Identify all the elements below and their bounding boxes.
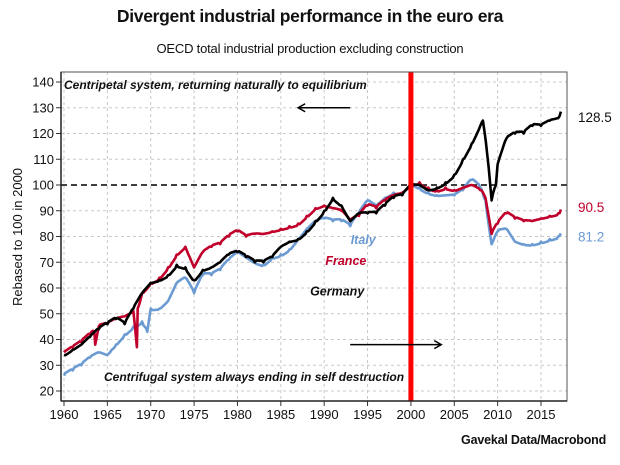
- end-value-label-germany: 128.5: [578, 110, 612, 125]
- x-tick-label: 1960: [50, 407, 79, 422]
- x-tick-label: 2000: [396, 407, 425, 422]
- annotation-centrifugal: Centrifugal system always ending in self…: [104, 370, 404, 384]
- y-tick-label: 90: [40, 203, 54, 218]
- y-tick-label: 80: [40, 229, 54, 244]
- y-tick-label: 50: [40, 306, 54, 321]
- x-tick-label: 1985: [266, 407, 295, 422]
- y-tick-label: 110: [33, 152, 54, 167]
- source-label: Gavekal Data/Macrobond: [461, 433, 606, 447]
- series-label-italy: Italy: [351, 233, 377, 247]
- series-label-france: France: [325, 254, 366, 268]
- x-tick-label: 1995: [353, 407, 382, 422]
- series-lines: [62, 111, 563, 377]
- axes: 20 30 40 50 60 70 80 90 100 110 120 130 140 1960 1965 1…: [32, 71, 568, 422]
- series-line-italy: [62, 178, 563, 377]
- y-axis-label: Rebased to 100 in 2000: [10, 168, 25, 306]
- end-value-label-france: 90.5: [578, 200, 604, 215]
- x-tick-label: 2010: [483, 407, 512, 422]
- arrow-right-head: [433, 339, 443, 350]
- y-tick-label: 70: [40, 255, 54, 270]
- y-tick-label: 120: [32, 126, 54, 141]
- arrow-left-head: [296, 103, 306, 113]
- y-tick-label: 30: [40, 358, 54, 373]
- end-value-label-italy: 81.2: [578, 230, 604, 245]
- series-line-france: [63, 181, 563, 354]
- annotation-centripetal: Centripetal system, returning naturally …: [64, 78, 367, 92]
- chart-title: Divergent industrial performance in the …: [116, 6, 504, 26]
- x-tick-label: 1980: [223, 407, 252, 422]
- y-tick-label: 140: [32, 75, 54, 90]
- series-label-germany: Germany: [310, 285, 365, 299]
- labels: 81.2 90.5 128.5 Italy France Germany: [296, 103, 612, 350]
- y-tick-label: 60: [40, 281, 54, 296]
- y-tick-label: 40: [40, 332, 54, 347]
- series-line-germany: [63, 111, 563, 357]
- x-tick-label: 1965: [93, 407, 122, 422]
- x-tick-label: 1975: [180, 407, 209, 422]
- x-tick-label: 1990: [310, 407, 339, 422]
- x-tick-label: 2005: [440, 407, 469, 422]
- y-tick-label: 100: [32, 178, 54, 193]
- y-tick-label: 20: [40, 384, 54, 399]
- x-tick-label: 2015: [527, 407, 556, 422]
- chart-subtitle: OECD total industrial production excludi…: [156, 41, 464, 56]
- y-tick-label: 130: [32, 100, 54, 115]
- x-tick-label: 1970: [136, 407, 165, 422]
